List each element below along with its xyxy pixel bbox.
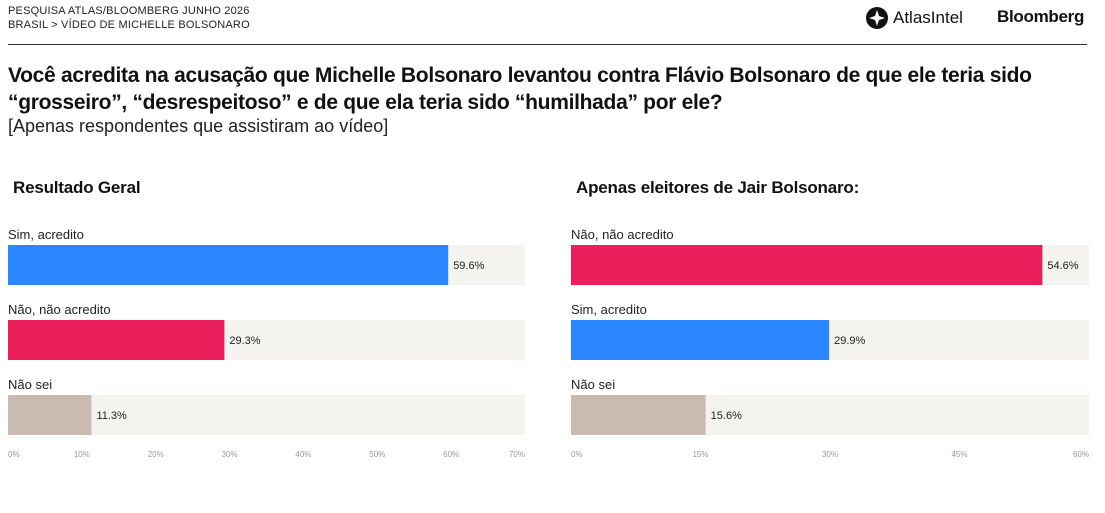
axis-tick-label: 30%: [222, 450, 238, 459]
survey-title: PESQUISA ATLAS/BLOOMBERG JUNHO 2026: [8, 5, 250, 17]
axis-tick-label: 50%: [369, 450, 385, 459]
axis-tick-label: 0%: [8, 450, 20, 459]
axis-tick-label: 30%: [822, 450, 838, 459]
axis-tick-label: 60%: [1073, 450, 1089, 459]
breadcrumb: BRASIL > VÍDEO DE MICHELLE BOLSONARO: [8, 19, 250, 31]
axis-tick-label: 70%: [509, 450, 525, 459]
bar-category-label: Não sei: [8, 377, 52, 392]
bar-track: [8, 395, 525, 435]
bar-category-label: Não, não acredito: [8, 302, 111, 317]
axis-tick-label: 10%: [74, 450, 90, 459]
axis-tick-label: 15%: [692, 450, 708, 459]
bar-value-label: 59.6%: [453, 260, 484, 272]
bar-value-label: 54.6%: [1047, 260, 1078, 272]
axis-tick-label: 60%: [443, 450, 459, 459]
survey-question: Você acredita na acusação que Michelle B…: [8, 64, 1032, 114]
bar: [571, 320, 830, 360]
panel-title-geral: Resultado Geral: [13, 178, 141, 197]
header-divider: [8, 44, 1087, 45]
panel-title-bolsonaro-voters: Apenas eleitores de Jair Bolsonaro:: [576, 178, 860, 197]
atlasintel-wordmark: AtlasIntel: [893, 8, 963, 27]
bar: [571, 395, 706, 435]
chart-bolsonaro-voters: Não, não acredito 54.6% Sim, acredito 29.9%…: [571, 227, 1089, 459]
bar: [8, 320, 225, 360]
bar: [571, 245, 1043, 285]
respondent-note: [Apenas respondentes que assistiram ao v…: [8, 116, 389, 136]
bar-value-label: 29.9%: [834, 335, 865, 347]
chart-resultado-geral: Sim, acredito 59.6% Não, não acredito 29.3%…: [8, 227, 525, 459]
bar-category-label: Sim, acredito: [8, 227, 84, 242]
axis-tick-label: 20%: [148, 450, 164, 459]
bar-value-label: 15.6%: [711, 410, 742, 422]
bar-category-label: Não, não acredito: [571, 227, 674, 242]
axis-tick-label: 45%: [951, 450, 967, 459]
bar-category-label: Não sei: [571, 377, 615, 392]
bar: [8, 395, 92, 435]
atlasintel-logo: AtlasIntel: [866, 7, 963, 29]
axis-tick-label: 0%: [571, 450, 583, 459]
bar-value-label: 29.3%: [229, 335, 260, 347]
axis-tick-label: 40%: [295, 450, 311, 459]
bar: [8, 245, 449, 285]
atlas-diamond-icon: [866, 7, 888, 29]
bar-category-label: Sim, acredito: [571, 302, 647, 317]
bar-value-label: 11.3%: [96, 410, 127, 422]
bloomberg-logo: Bloomberg: [997, 7, 1085, 26]
